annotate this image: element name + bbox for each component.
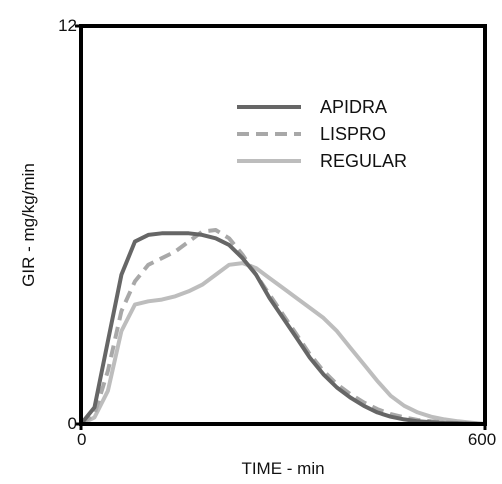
y-tick-label: 0 bbox=[68, 414, 77, 433]
y-tick-label: 12 bbox=[58, 16, 77, 35]
x-tick-label: 600 bbox=[468, 430, 496, 449]
series-line-apidra bbox=[79, 231, 487, 426]
plot-frame bbox=[79, 24, 487, 426]
x-tick-label: 0 bbox=[77, 430, 86, 449]
y-axis-label: GIR - mg/kg/min bbox=[19, 163, 38, 287]
x-axis-label: TIME - min bbox=[241, 459, 324, 478]
legend-label-regular: REGULAR bbox=[320, 151, 407, 171]
series-line-lispro bbox=[79, 228, 486, 426]
legend: APIDRA LISPRO REGULAR bbox=[237, 97, 407, 171]
legend-label-lispro: LISPRO bbox=[320, 124, 386, 144]
axes: 0 12 0 600 TIME - min GIR - mg/kg/min bbox=[19, 16, 496, 478]
legend-label-apidra: APIDRA bbox=[320, 97, 387, 117]
series-line-regular bbox=[79, 261, 487, 426]
plot-area bbox=[79, 228, 487, 426]
